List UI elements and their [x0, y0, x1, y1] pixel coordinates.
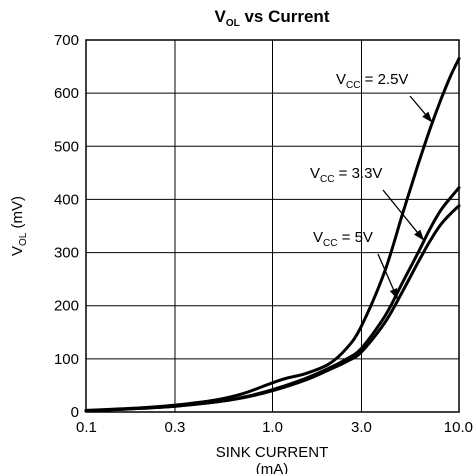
y-tick-label: 300 — [54, 245, 79, 262]
annotation-main: V — [310, 165, 320, 182]
y-tick-label: 0 — [71, 404, 79, 421]
series-layer — [84, 57, 461, 413]
chart-title-main: V — [215, 7, 227, 26]
annotation-arrowhead — [414, 229, 425, 241]
x-tick-label: 3.0 — [351, 419, 372, 436]
annotation-rest: = 5V — [337, 229, 372, 246]
x-tick-label: 1.0 — [262, 419, 283, 436]
y-tick-label: 400 — [54, 191, 79, 208]
annotation-rest: = 3.3V — [334, 165, 382, 182]
x-tick-label: 0.3 — [165, 419, 186, 436]
annotation-sub: CC — [320, 174, 334, 185]
x-axis-unit: (mA) — [256, 461, 289, 474]
annotation-label-3: VCC = 5V — [313, 229, 373, 249]
x-axis-label: SINK CURRENT — [216, 444, 329, 461]
y-axis-label-rest: (mV) — [9, 196, 26, 233]
annotation-main: V — [336, 71, 346, 88]
y-tick-label: 200 — [54, 298, 79, 315]
y-tick-label: 700 — [54, 32, 79, 49]
annotation-arrowhead — [422, 111, 433, 123]
plot-frame — [85, 39, 460, 413]
y-tick-label: 100 — [54, 351, 79, 368]
annotation-main: V — [313, 229, 323, 246]
y-tick-label: 500 — [54, 138, 79, 155]
y-axis-label: VOL (mV) — [9, 196, 29, 256]
grid — [85, 39, 460, 413]
annotation-label-2: VCC = 3.3V — [310, 165, 382, 185]
series-line-3 — [84, 204, 461, 413]
tick-labels: 0 100 200 300 400 500 600 700 0.1 0.3 1.0 3.0 10.0 — [54, 32, 473, 436]
series-line-1 — [84, 57, 461, 412]
chart-title-sub: OL — [226, 18, 240, 29]
annotation-sub: CC — [323, 238, 337, 249]
chart-title: VOL vs Current — [215, 7, 330, 29]
chart-title-rest: vs Current — [240, 7, 330, 26]
annotation-arrowhead — [389, 287, 398, 300]
y-axis-label-main: V — [9, 246, 26, 256]
y-tick-label: 600 — [54, 85, 79, 102]
y-axis-label-sub: OL — [18, 232, 29, 246]
annotation-label-1: VCC = 2.5V — [336, 71, 408, 91]
x-tick-label: 10.0 — [444, 419, 473, 436]
annotation-rest: = 2.5V — [360, 71, 408, 88]
annotation-sub: CC — [346, 80, 360, 91]
x-tick-label: 0.1 — [76, 419, 97, 436]
